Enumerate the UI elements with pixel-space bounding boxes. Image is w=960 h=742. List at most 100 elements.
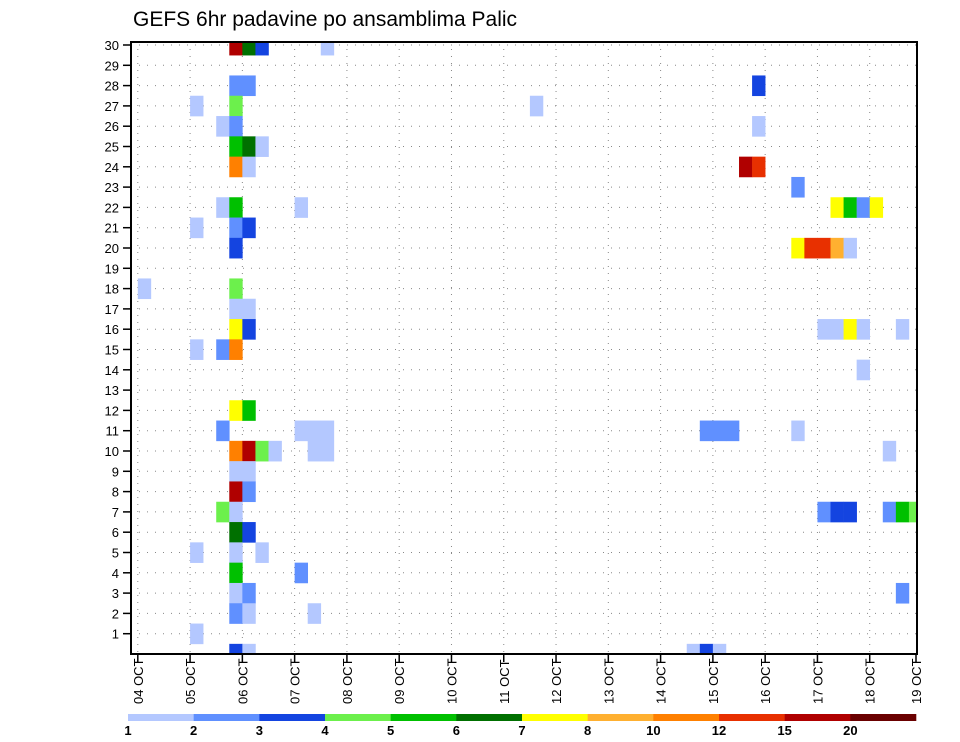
heatmap-cell bbox=[307, 420, 322, 442]
heatmap-cell bbox=[752, 156, 766, 178]
heatmap-cell bbox=[255, 542, 269, 563]
heatmap-cell bbox=[817, 319, 831, 340]
heatmap-cell bbox=[242, 522, 256, 543]
heatmap-cell bbox=[294, 420, 309, 442]
heatmap-cell bbox=[307, 440, 322, 462]
y-tick-label: 15 bbox=[105, 343, 119, 358]
y-axis: 1234567891011121314151617181920212223242… bbox=[105, 38, 131, 642]
legend-label: 7 bbox=[518, 723, 525, 738]
heatmap-cell bbox=[242, 440, 256, 462]
heatmap-cell bbox=[229, 643, 243, 654]
heatmap-cell bbox=[843, 197, 857, 218]
x-tick-label: 08 OCT bbox=[340, 658, 355, 704]
legend-label: 12 bbox=[712, 723, 726, 738]
y-tick-label: 14 bbox=[105, 363, 119, 378]
y-tick-label: 29 bbox=[105, 58, 119, 73]
legend-swatch bbox=[456, 714, 523, 721]
heatmap-cell bbox=[843, 237, 857, 259]
heatmap-cell bbox=[216, 197, 230, 218]
color-legend: 1 2 3 4 5 6 7 8 10 12 15 20 bbox=[124, 714, 917, 738]
heatmap-cell bbox=[242, 319, 256, 340]
y-tick-label: 26 bbox=[105, 119, 119, 134]
heatmap-cell bbox=[229, 156, 243, 178]
heatmap-cell bbox=[791, 237, 805, 259]
heatmap-cell bbox=[895, 582, 910, 604]
legend-label: 5 bbox=[387, 723, 394, 738]
legend-swatch bbox=[719, 714, 785, 721]
grid-lines bbox=[131, 42, 917, 654]
legend-label: 15 bbox=[777, 723, 791, 738]
legend-swatch bbox=[128, 714, 194, 721]
y-tick-label: 20 bbox=[105, 241, 119, 256]
legend-swatch bbox=[784, 714, 851, 721]
y-tick-label: 8 bbox=[112, 485, 119, 500]
x-tick-label: 07 OCT bbox=[288, 658, 303, 704]
heatmap-cell bbox=[190, 217, 204, 239]
heatmap-cell bbox=[229, 339, 243, 360]
heatmap-cell bbox=[216, 501, 230, 523]
legend-swatch bbox=[193, 714, 260, 721]
heatmap-cell bbox=[229, 481, 243, 503]
heatmap-cell bbox=[229, 42, 243, 56]
legend-swatch bbox=[522, 714, 588, 721]
heatmap-cell bbox=[242, 42, 256, 56]
legend-label: 10 bbox=[646, 723, 660, 738]
heatmap-cell bbox=[712, 643, 727, 654]
heatmap-cell bbox=[255, 440, 269, 462]
heatmap-cell bbox=[895, 501, 910, 523]
heatmap-cell bbox=[242, 156, 256, 178]
heatmap-cell bbox=[843, 319, 857, 340]
legend-label: 4 bbox=[321, 723, 329, 738]
heatmap-cell bbox=[856, 359, 871, 381]
y-tick-label: 2 bbox=[112, 606, 119, 621]
heatmap-cell bbox=[229, 522, 243, 543]
heatmap-cell bbox=[229, 319, 243, 340]
heatmap-cell bbox=[242, 481, 256, 503]
heatmap-cell bbox=[856, 197, 871, 218]
heatmap-cell bbox=[752, 116, 766, 137]
x-tick-label: 18 OCT bbox=[863, 658, 878, 704]
heatmap-cell bbox=[229, 197, 243, 218]
heatmap-cell bbox=[294, 562, 309, 584]
x-tick-label: 13 OCT bbox=[601, 658, 616, 704]
x-tick-label: 11 OCT bbox=[497, 659, 512, 704]
heatmap-cell bbox=[229, 461, 243, 482]
x-tick-label: 10 OCT bbox=[444, 658, 459, 704]
y-tick-label: 12 bbox=[105, 403, 119, 418]
legend-label: 6 bbox=[453, 723, 460, 738]
heatmap-cell bbox=[229, 501, 243, 523]
plot-frame bbox=[130, 41, 918, 655]
heatmap-cell bbox=[804, 237, 818, 259]
heatmap-cell bbox=[216, 339, 230, 360]
heatmap-cell bbox=[242, 298, 256, 320]
heatmap-cell bbox=[229, 116, 243, 137]
y-tick-label: 30 bbox=[105, 38, 119, 53]
heatmap-cell bbox=[791, 176, 805, 198]
heatmap-cell bbox=[242, 217, 256, 239]
heatmap-cell bbox=[686, 643, 701, 654]
x-tick-label: 14 OCT bbox=[654, 658, 669, 704]
heatmap-cell bbox=[882, 501, 897, 523]
heatmap-cells bbox=[137, 42, 917, 654]
y-tick-label: 10 bbox=[105, 444, 119, 459]
y-tick-label: 21 bbox=[105, 221, 119, 236]
legend-label: 1 bbox=[124, 723, 131, 738]
heatmap-cell bbox=[216, 420, 230, 442]
y-tick-label: 25 bbox=[105, 140, 119, 155]
y-tick-label: 4 bbox=[112, 566, 119, 581]
heatmap-cell bbox=[190, 542, 204, 563]
heatmap-cell bbox=[882, 440, 897, 462]
heatmap-cell bbox=[856, 319, 871, 340]
heatmap-cell bbox=[229, 582, 243, 604]
heatmap-cell bbox=[229, 95, 243, 117]
heatmap-cell bbox=[190, 95, 204, 117]
y-tick-label: 27 bbox=[105, 99, 119, 114]
heatmap-cell bbox=[229, 542, 243, 563]
y-tick-label: 13 bbox=[105, 383, 119, 398]
heatmap-cell bbox=[229, 278, 243, 300]
x-tick-label: 16 OCT bbox=[758, 658, 773, 704]
heatmap-cell bbox=[699, 643, 714, 654]
y-tick-label: 22 bbox=[105, 200, 119, 215]
x-tick-label: 19 OCT bbox=[909, 658, 924, 704]
